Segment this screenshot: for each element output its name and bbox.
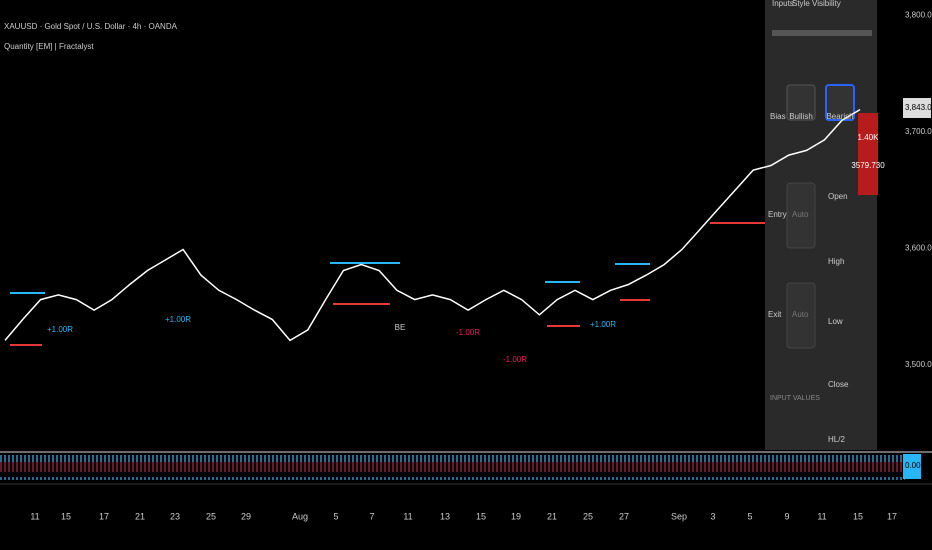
price-label: 3,843.085 [905,103,932,112]
x-tick-label: 19 [511,511,521,521]
price-tag [903,98,931,118]
source-option[interactable]: Open [828,192,848,201]
x-tick-label: 27 [619,511,629,521]
trade-label: -1.00R [456,328,480,337]
indicator: Quantity [EM] | Fractalyst [4,42,94,51]
x-tick-label: 11 [30,511,39,521]
field-label: Bias [770,112,786,121]
tab[interactable]: Inputs [772,0,794,8]
field-label: Entry [768,210,787,219]
trade-label: BE [395,323,406,332]
source-option[interactable]: Close [828,380,849,389]
x-tick-label: 23 [170,511,180,521]
x-tick-label: 5 [747,511,752,521]
field-label: Exit [768,310,782,319]
x-tick-label: Aug [292,511,308,521]
option-button[interactable] [786,84,816,121]
tab[interactable]: Style [792,0,810,8]
select[interactable] [786,282,816,349]
x-tick-label: 17 [99,511,109,521]
select-value: Auto [792,310,809,319]
x-tick-label: 5 [333,511,338,521]
select[interactable] [786,182,816,249]
source-option[interactable]: HL/2 [828,435,845,444]
y-tick-label: 3,600.000 [905,243,932,252]
indicator-value-box [903,454,921,479]
x-tick-label: 17 [887,511,897,521]
y-tick-label: 3,800.000 [905,10,932,19]
slider[interactable] [772,30,872,36]
x-tick-label: 3 [710,511,715,521]
settings-dialog [765,0,877,450]
price-line [4,108,861,342]
x-tick-label: 13 [440,511,450,521]
option-button[interactable] [825,84,855,121]
indicator-label: 0.000 [905,461,926,470]
x-tick-label: 29 [241,511,251,521]
x-tick-label: 7 [369,511,374,521]
position-label: 1.40K [858,133,880,142]
option-label[interactable]: Bearish [826,112,853,121]
x-tick-label: 21 [135,511,145,521]
trade-label: +1.00R [47,325,73,334]
x-tick-label: 25 [206,511,216,521]
x-tick-label: 9 [784,511,789,521]
source-option[interactable]: Low [828,317,843,326]
trade-label: +1.00R [590,320,616,329]
x-tick-label: 15 [61,511,71,521]
y-tick-label: 3,500.000 [905,360,932,369]
select-value: Auto [792,210,809,219]
x-tick-label: 11 [817,511,826,521]
x-tick-label: 11 [403,511,412,521]
position-box [858,113,878,195]
trade-label: +1.00R [165,315,191,324]
section-label: INPUT VALUES [770,395,820,402]
levels [10,154,860,346]
x-tick-label: 21 [547,511,557,521]
tab[interactable]: Visibility [812,0,841,8]
source-option[interactable]: High [828,257,844,266]
x-tick-label: 25 [583,511,593,521]
x-tick-label: 15 [853,511,863,521]
trade-label: -1.00R [503,355,527,364]
x-tick-label: 15 [476,511,486,521]
symbol: XAUUSD · Gold Spot / U.S. Dollar · 4h · … [4,22,178,31]
option-label[interactable]: Bullish [789,112,813,121]
y-tick-label: 3,700.000 [905,127,932,136]
indicator-pane [0,455,905,480]
position-label: 3579.730 [851,161,885,170]
x-tick-label: Sep [671,511,687,521]
